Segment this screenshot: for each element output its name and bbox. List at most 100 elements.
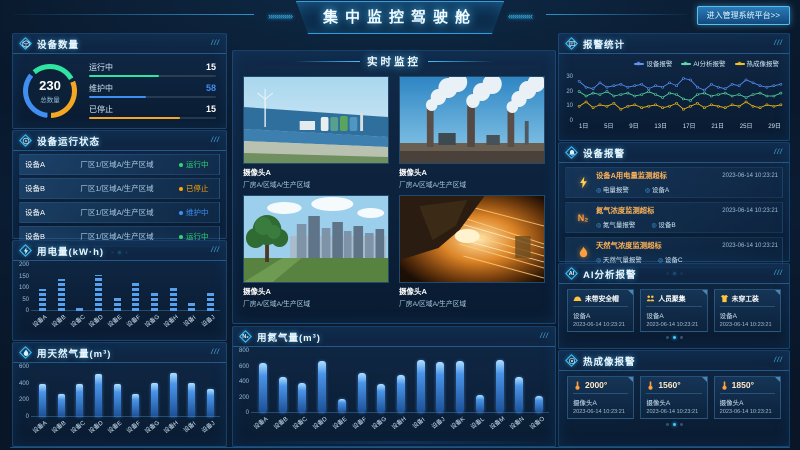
header-line-left [14, 14, 254, 15]
bar [169, 286, 177, 311]
panel-title: 热成像报警 [583, 356, 636, 368]
bar [535, 396, 544, 413]
status-dot [179, 210, 183, 215]
alarm-item[interactable]: N₂ 氮气浓度监测超标 2023-06-14 10:23:21 氮气量报警 设备… [565, 202, 783, 233]
alarm-item[interactable]: 设备A用电量监测超标 2023-06-14 10:23:21 电量报警 设备A [565, 167, 783, 198]
status-row[interactable]: 设备A 厂区1/区域A/生产区域 维护中 [19, 202, 220, 223]
bolt-icon [570, 176, 596, 189]
panel-title: AI分析报警 [583, 269, 637, 281]
panel-header: 用电量(kW·h) /// [13, 241, 226, 261]
helmet-icon [573, 296, 582, 301]
x-tick: 13日 [654, 124, 668, 130]
thermal-alarm-card[interactable]: 1850° 摄像头A 2023-06-14 10:23:21 [713, 376, 781, 419]
device-location: 厂区1/区域A/生产区域 [80, 232, 154, 241]
bar [298, 383, 307, 413]
alarm-type: 电量报警 [596, 184, 629, 194]
device-name: 设备A [25, 208, 46, 217]
alarm-time: 2023-06-14 10:23:21 [722, 243, 778, 249]
header-decor: /// [774, 40, 783, 47]
alarm-time: 2023-06-14 10:23:21 [722, 208, 778, 214]
status-row[interactable]: 设备B 厂区1/区域A/生产区域 已停止 [19, 178, 220, 199]
ai-alarm-card[interactable]: 人员聚集 设备A 2023-06-14 10:23:21 [640, 289, 708, 332]
camera-location: 厂房A/区域A/生产区域 [243, 182, 311, 189]
bar [151, 293, 159, 311]
panel-title: 设备报警 [583, 148, 626, 160]
thermal-alarm-card[interactable]: 2000° 摄像头A 2023-06-14 10:23:21 [567, 376, 635, 419]
bar [94, 374, 102, 417]
stat-value: 58 [205, 83, 216, 93]
ai-alarm-label: 未带安全帽 [585, 296, 619, 303]
camera-name: 摄像头A [399, 287, 427, 296]
alarm-item[interactable]: 天然气浓度监测超标 2023-06-14 10:23:21 天然气量报警 设备C [565, 237, 783, 268]
x-tick: 29日 [768, 124, 781, 130]
device-name: 设备B [25, 184, 46, 193]
chevrons-right-icon: «««««« [508, 11, 533, 21]
status-row[interactable]: 设备A 厂区1/区域A/生产区域 运行中 [19, 154, 220, 175]
y-tick: 0 [245, 410, 249, 416]
alarm-time: 2023-06-14 10:23:21 [722, 173, 778, 179]
bar [258, 363, 267, 413]
camera-feed-smokestacks[interactable] [399, 76, 545, 164]
x-tick: 5日 [604, 124, 614, 130]
n2-icon: N₂ [239, 330, 252, 343]
bar [57, 394, 65, 417]
panel-title: 设备数量 [37, 39, 80, 51]
x-tick: 设备J [430, 416, 447, 431]
x-tick: 设备G [371, 416, 388, 432]
bar [456, 361, 465, 413]
thermometer-icon [722, 380, 727, 390]
bar [515, 377, 524, 413]
header-decor: /// [774, 357, 783, 364]
y-tick: 150 [18, 273, 29, 280]
alarm-type: 天然气量报警 [596, 254, 642, 264]
panel-header: 设备数量 /// [13, 34, 226, 54]
y-tick: 400 [18, 380, 29, 387]
thermal-alarm-card[interactable]: 1560° 摄像头A 2023-06-14 10:23:21 [640, 376, 708, 419]
enter-platform-button[interactable]: 进入管理系统平台>> [696, 6, 790, 25]
alarm-device: 设备A [645, 184, 669, 194]
flame-icon [19, 346, 32, 359]
x-tick: 设备J [201, 314, 217, 329]
bar [207, 389, 215, 417]
device-count-panel: 设备数量 /// 230 总数量 运行中 15 维护中 58 [12, 33, 227, 129]
thermal-temp: 1850° [731, 380, 754, 390]
device-location: 厂区1/区域A/生产区域 [80, 184, 154, 193]
panel-title: 用天然气量(m³) [37, 348, 112, 360]
y-tick: 800 [238, 348, 249, 354]
device-total-donut: 230 总数量 [23, 63, 77, 118]
alarm-title: 设备A用电量监测超标 [596, 171, 667, 180]
pagination-dots[interactable] [559, 423, 789, 426]
flame-icon [570, 246, 596, 259]
bar [337, 399, 346, 413]
x-tick: 设备I [182, 421, 198, 435]
line-plot [577, 77, 783, 111]
alarm-legend: 设备报警 AI分析报警 热成像报警 [559, 54, 789, 68]
camera-feed-welding-sparks[interactable] [399, 195, 545, 283]
uniform-icon [720, 294, 728, 302]
y-tick: 0 [25, 308, 29, 314]
thermal-time: 2023-06-14 10:23:21 [719, 409, 772, 415]
ai-alarm-label: 人员聚集 [658, 296, 686, 303]
y-tick: 20 [566, 88, 573, 95]
ai-alarm-card[interactable]: 未穿工装 设备A 2023-06-14 10:23:21 [713, 289, 781, 332]
bar [113, 384, 121, 417]
y-tick: 600 [238, 363, 249, 370]
thermometer-icon [575, 380, 580, 390]
panel-header: 设备运行状态 /// [13, 131, 226, 151]
monitor-header: 实时监控 [233, 51, 555, 72]
live-monitor-panel: 实时监控 [232, 50, 556, 324]
camera-feed-coastal-plant[interactable] [243, 76, 389, 164]
ai-alarm-device: 设备A [646, 313, 664, 320]
n2-icon: N₂ [577, 212, 589, 223]
camera-feed-city-skyline[interactable] [243, 195, 389, 283]
bottom-frame [10, 441, 790, 448]
x-tick: 25日 [739, 124, 753, 130]
status-badge: 运行中 [186, 232, 209, 241]
ai-alarm-card[interactable]: 未带安全帽 设备A 2023-06-14 10:23:21 [567, 289, 635, 332]
thermal-temp: 1560° [658, 380, 681, 390]
pagination-dots[interactable] [559, 336, 789, 339]
x-tick: 设备A [252, 416, 270, 431]
status-dot [179, 186, 183, 191]
crowd-icon [647, 294, 655, 301]
